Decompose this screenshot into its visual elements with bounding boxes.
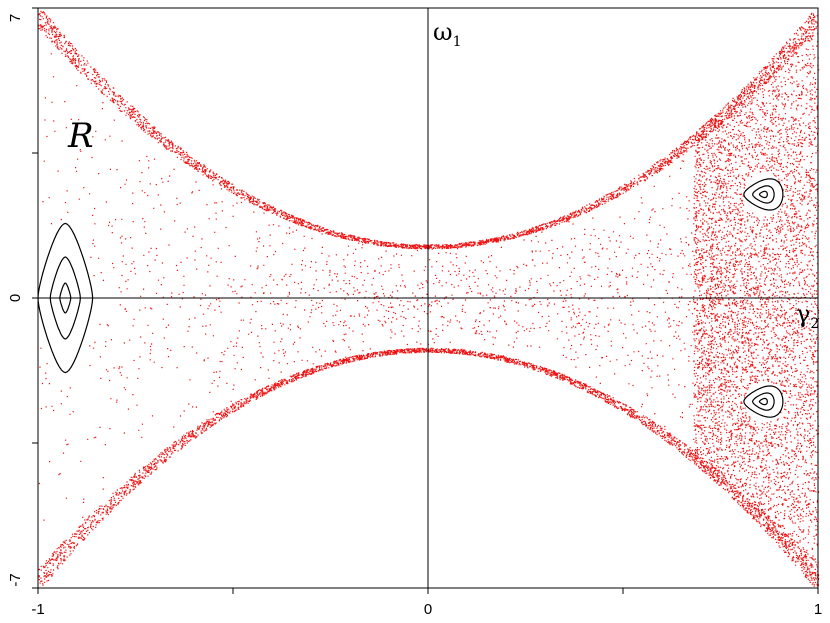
point-cloud bbox=[38, 10, 820, 587]
island-orbit bbox=[743, 178, 784, 211]
ticks-layer bbox=[32, 7, 819, 594]
island-orbit bbox=[743, 385, 784, 418]
island-orbit bbox=[758, 190, 768, 199]
x-tick-label-zero: 0 bbox=[424, 601, 432, 618]
y-axis-name: ω1 bbox=[433, 18, 462, 50]
y-tick-label-min: -7 bbox=[7, 573, 24, 586]
x-axis-name: γ2 bbox=[796, 300, 819, 332]
island-orbit bbox=[758, 397, 768, 406]
island-orbit bbox=[752, 185, 775, 204]
region-label: R bbox=[67, 116, 94, 156]
x-tick-label-max: 1 bbox=[814, 601, 822, 618]
x-tick-label-min: -1 bbox=[31, 601, 44, 618]
island-orbit bbox=[752, 392, 775, 411]
y-tick-label-max: 7 bbox=[7, 14, 24, 22]
y-tick-label-zero: 0 bbox=[7, 294, 24, 302]
chaotic-points bbox=[38, 10, 820, 587]
